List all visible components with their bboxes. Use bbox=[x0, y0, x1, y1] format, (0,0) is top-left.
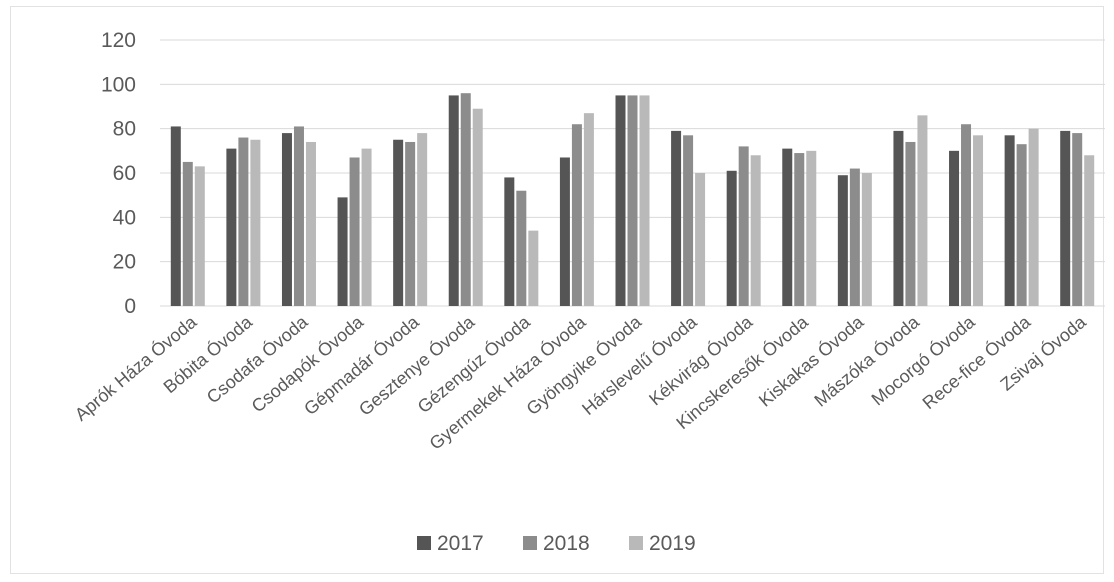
y-tick-label: 60 bbox=[113, 162, 136, 185]
bar-2018-8 bbox=[627, 95, 638, 307]
bar-2018-0 bbox=[182, 161, 193, 306]
bar-2018-16 bbox=[1072, 133, 1083, 306]
bar-2017-7 bbox=[559, 157, 570, 306]
legend-label-2019: 2019 bbox=[649, 532, 696, 555]
bar-2018-1 bbox=[238, 137, 249, 306]
bar-2019-7 bbox=[583, 113, 594, 307]
bar-2019-10 bbox=[750, 155, 761, 306]
bar-2019-4 bbox=[417, 133, 428, 306]
bar-2017-9 bbox=[671, 130, 682, 306]
bar-2018-11 bbox=[794, 153, 805, 306]
bar-2017-8 bbox=[615, 95, 626, 307]
bar-2018-2 bbox=[293, 126, 304, 306]
bar-2017-1 bbox=[226, 148, 237, 306]
bar-2018-12 bbox=[849, 168, 860, 306]
bar-2018-6 bbox=[516, 190, 527, 306]
legend-label-2017: 2017 bbox=[437, 532, 484, 555]
bar-2019-15 bbox=[1028, 128, 1039, 306]
bar-2018-10 bbox=[738, 146, 749, 306]
bar-2017-3 bbox=[337, 197, 348, 306]
legend-swatch-2017 bbox=[417, 536, 431, 550]
bar-2018-14 bbox=[961, 124, 972, 306]
bar-2019-12 bbox=[861, 173, 872, 306]
bar-2017-16 bbox=[1060, 130, 1071, 306]
bar-2018-13 bbox=[905, 141, 916, 306]
bar-2019-13 bbox=[917, 115, 928, 306]
bar-2018-7 bbox=[571, 124, 582, 306]
bar-2019-8 bbox=[639, 95, 650, 307]
bar-2019-11 bbox=[806, 150, 817, 306]
bar-2017-11 bbox=[782, 148, 793, 306]
bar-2017-2 bbox=[281, 133, 292, 306]
bar-2019-2 bbox=[305, 141, 316, 306]
bar-2019-5 bbox=[472, 108, 483, 306]
bar-2019-3 bbox=[361, 148, 372, 306]
bar-2019-6 bbox=[528, 230, 539, 306]
bar-2017-15 bbox=[1004, 135, 1015, 306]
bar-2018-9 bbox=[683, 135, 694, 306]
bar-2017-12 bbox=[837, 175, 848, 306]
bar-2017-0 bbox=[170, 126, 181, 306]
bar-2019-1 bbox=[250, 139, 261, 306]
bar-2018-3 bbox=[349, 157, 360, 306]
bar-2017-5 bbox=[448, 95, 459, 307]
bar-2018-5 bbox=[460, 93, 471, 306]
legend-label-2018: 2018 bbox=[543, 532, 590, 555]
bar-2017-14 bbox=[949, 150, 960, 306]
bar-2018-4 bbox=[405, 141, 416, 306]
y-tick-label: 120 bbox=[101, 29, 136, 52]
bar-2019-0 bbox=[194, 166, 205, 306]
bar-2019-14 bbox=[973, 135, 984, 306]
y-tick-label: 40 bbox=[113, 206, 136, 229]
legend-swatch-2018 bbox=[523, 536, 537, 550]
legend-swatch-2019 bbox=[629, 536, 643, 550]
chart-frame bbox=[10, 6, 1104, 574]
bar-2017-13 bbox=[893, 130, 904, 306]
bar-2017-4 bbox=[393, 139, 404, 306]
bar-2017-10 bbox=[726, 170, 737, 306]
y-tick-label: 100 bbox=[101, 73, 136, 96]
bar-2019-16 bbox=[1084, 155, 1095, 306]
y-tick-label: 80 bbox=[113, 118, 136, 141]
bar-2018-15 bbox=[1016, 144, 1027, 306]
bar-2017-6 bbox=[504, 177, 515, 306]
y-tick-label: 0 bbox=[124, 295, 136, 318]
bar-2019-9 bbox=[695, 173, 706, 306]
y-tick-label: 20 bbox=[113, 251, 136, 274]
